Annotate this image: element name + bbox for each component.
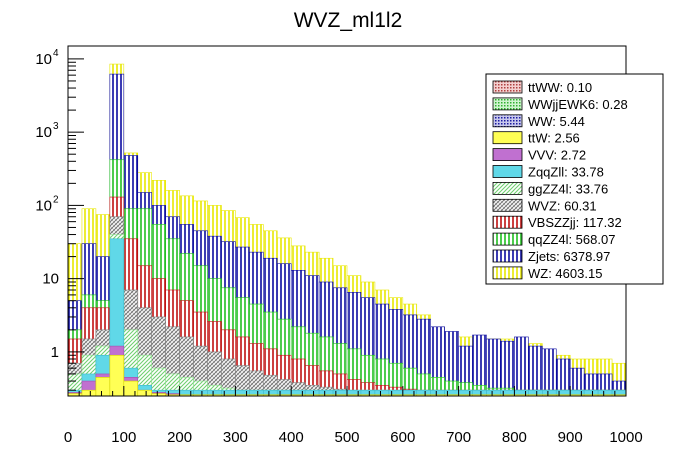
legend-label: VBSZZjj: 117.32: [528, 215, 622, 230]
y-tick-exponent: 2: [53, 194, 59, 205]
legend-swatch: [492, 232, 523, 246]
x-tick-label: 0: [64, 429, 72, 446]
bar-zjets-bin-32: [514, 336, 529, 397]
legend: ttWW: 0.10 WWjjEWK6: 0.28 WW: 5.44 ttW: 2.5…: [485, 73, 664, 285]
x-tick-label: 600: [390, 429, 415, 446]
legend-label: ZqqZll: 33.78: [528, 165, 604, 180]
legend-swatch: [492, 80, 523, 94]
chart-title: WVZ_ml1l2: [294, 9, 403, 32]
x-tick-label: 800: [502, 429, 527, 446]
x-tick-label: 500: [334, 429, 359, 446]
x-tick-label: 700: [446, 429, 471, 446]
legend-swatch: [492, 266, 523, 280]
bar-ttw-bin-5: [137, 389, 152, 397]
y-tick-exponent: 4: [53, 48, 59, 59]
x-axis: 0 100 200 300 400 500 600 700 800 900 1000: [64, 386, 643, 446]
bar-ttw-bin-4: [123, 380, 139, 397]
legend-label: WZ: 4603.15: [528, 266, 602, 281]
bar-ttw-bin-3: [109, 354, 125, 397]
x-tick-label: 100: [111, 429, 136, 446]
legend-swatch: [492, 97, 523, 111]
bar-zjets-bin-33: [528, 345, 543, 397]
legend-label: ttWW: 0.10: [528, 80, 592, 95]
y-tick-exponent: 3: [53, 121, 59, 132]
legend-swatch: [492, 249, 523, 263]
legend-swatch: [492, 114, 523, 128]
legend-label: qqZZ4l: 568.07: [528, 232, 615, 247]
bar-ttw-bin-1: [81, 389, 97, 397]
legend-swatch: [492, 181, 523, 195]
bar-zjets-bin-31: [500, 340, 515, 397]
legend-label: VVV: 2.72: [528, 148, 586, 163]
x-tick-label: 400: [279, 429, 304, 446]
x-tick-label: 200: [167, 429, 192, 446]
y-tick-label: 10: [35, 124, 52, 141]
legend-label: ttW: 2.56: [528, 131, 580, 146]
y-tick-label: 1: [51, 344, 59, 361]
legend-swatch: [492, 215, 523, 229]
legend-swatch: [492, 148, 523, 162]
legend-label: ggZZ4l: 33.76: [528, 181, 608, 196]
y-tick-label: 10: [35, 197, 52, 214]
x-tick-label: 300: [223, 429, 248, 446]
y-tick-label: 10: [35, 51, 52, 68]
legend-label: WWjjEWK6: 0.28: [528, 97, 628, 112]
bar-ttw-bin-2: [95, 377, 111, 397]
legend-label: Zjets: 6378.97: [528, 249, 610, 264]
y-tick-label: 10: [42, 271, 59, 288]
legend-swatch: [492, 165, 523, 178]
x-tick-label: 900: [558, 429, 583, 446]
legend-label: WW: 5.44: [528, 114, 585, 129]
x-tick-label: 1000: [609, 429, 642, 446]
legend-label: WVZ: 60.31: [528, 198, 597, 213]
bar-zjets-bin-30: [486, 338, 501, 397]
legend-swatch: [492, 131, 523, 145]
legend-swatch: [492, 198, 523, 212]
bar-zjets-bin-34: [541, 348, 557, 397]
